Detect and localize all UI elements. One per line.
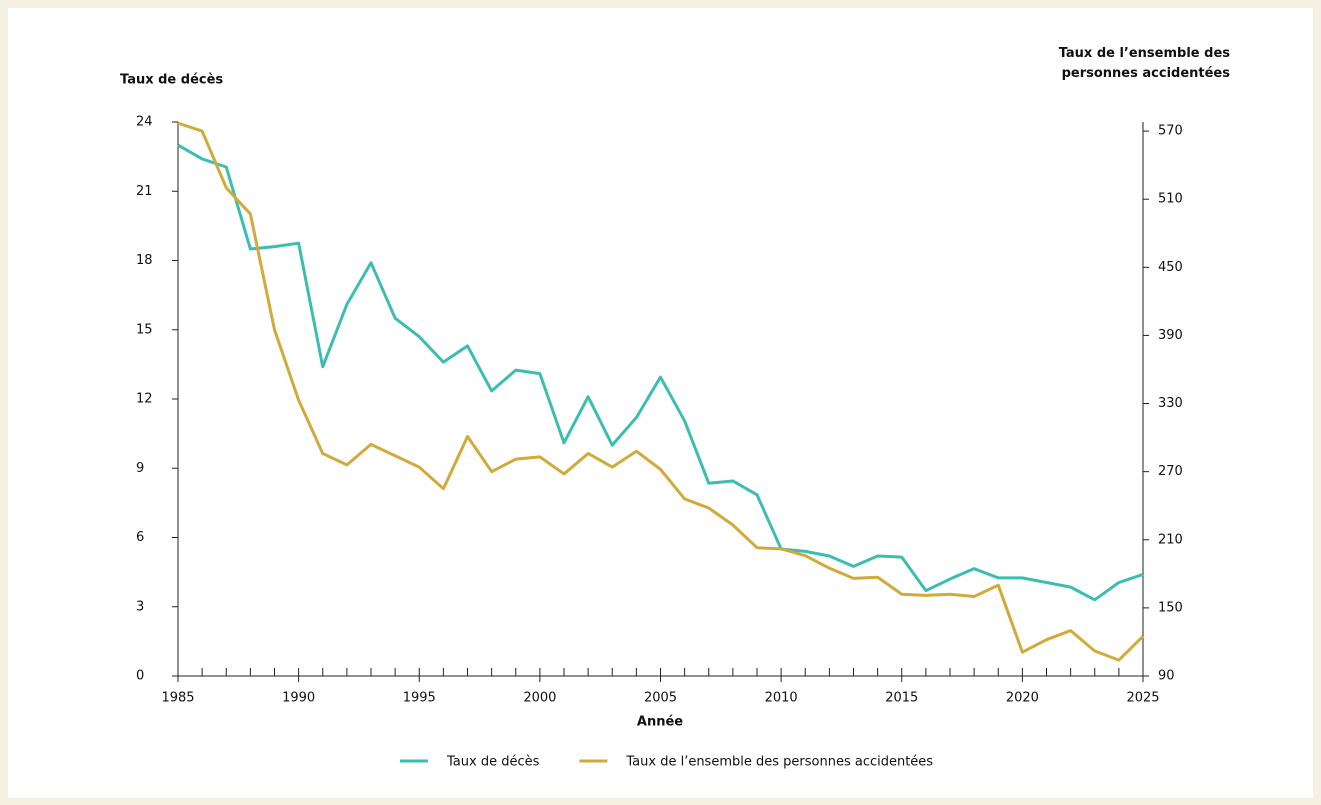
y2-tick-label: 210 bbox=[1158, 532, 1183, 547]
x-tick-label: 2000 bbox=[523, 691, 556, 706]
y2-tick-label: 330 bbox=[1158, 396, 1183, 411]
y-tick-label: 3 bbox=[136, 599, 144, 614]
y-tick-label: 21 bbox=[136, 184, 153, 199]
x-tick-label: 2005 bbox=[644, 691, 677, 706]
y2-tick-label: 270 bbox=[1158, 464, 1183, 479]
y2-tick-label: 90 bbox=[1158, 669, 1175, 684]
y2-tick-label: 510 bbox=[1158, 192, 1183, 207]
x-tick-label: 1990 bbox=[282, 691, 315, 706]
x-tick-label: 2020 bbox=[1006, 691, 1039, 706]
series-line bbox=[177, 143, 1144, 602]
y-tick-label: 6 bbox=[136, 530, 144, 545]
y-tick-label: 24 bbox=[136, 115, 153, 130]
y-tick-label: 0 bbox=[136, 669, 144, 684]
x-tick-label: 2015 bbox=[885, 691, 918, 706]
x-axis-title: Année bbox=[637, 715, 683, 730]
y-tick-label: 12 bbox=[136, 392, 153, 407]
y2-tick-label: 570 bbox=[1158, 124, 1183, 139]
y2-tick-label: 390 bbox=[1158, 328, 1183, 343]
panel bbox=[8, 8, 1313, 798]
y-tick-label: 9 bbox=[136, 461, 144, 476]
legend-label: Taux de décès bbox=[446, 755, 540, 770]
legend-label: Taux de l’ensemble des personnes acciden… bbox=[625, 755, 933, 770]
series-line bbox=[177, 121, 1145, 662]
x-tick-label: 1995 bbox=[403, 691, 436, 706]
y2-tick-label: 150 bbox=[1158, 600, 1183, 615]
x-tick-label: 1985 bbox=[161, 691, 194, 706]
x-tick-label: 2025 bbox=[1126, 691, 1159, 706]
y-axis-title: Taux de décès bbox=[120, 73, 223, 88]
y2-axis-title: Taux de l’ensemble des personnes acciden… bbox=[1058, 46, 1230, 81]
y2-tick-label: 450 bbox=[1158, 260, 1183, 275]
x-tick-label: 2010 bbox=[765, 691, 798, 706]
y-tick-label: 18 bbox=[136, 253, 153, 268]
y-tick-label: 15 bbox=[136, 322, 153, 337]
